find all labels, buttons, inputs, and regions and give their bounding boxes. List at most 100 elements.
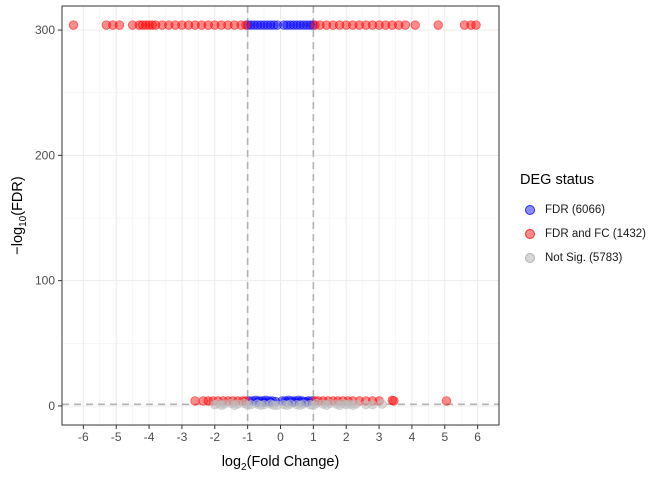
point-fdr-and-fc [170, 20, 181, 30]
point-fdr-and-fc [134, 20, 144, 30]
point-fdr-and-fc [367, 20, 378, 30]
point-fdr-and-fc [114, 20, 125, 30]
point-fdr-and-fc [210, 20, 220, 30]
point-fdr-and-fc [321, 20, 332, 30]
x-tick-label: 2 [343, 430, 350, 444]
point-fdr-and-fc [315, 20, 325, 30]
y-axis-title-subscript: 10 [18, 215, 29, 227]
x-tick-label: 3 [376, 430, 383, 444]
point-fdr-and-fc [196, 20, 207, 30]
x-tick-label: 4 [409, 430, 416, 444]
point-fdr-and-fc [164, 20, 174, 30]
y-axis-ticks: 0 100 200 300 [35, 23, 62, 413]
x-tick-label: -4 [144, 430, 155, 444]
legend-key-fdr [525, 205, 535, 215]
x-axis-title-subscript: 2 [241, 462, 247, 473]
y-tick-label: 0 [48, 399, 55, 413]
point-fdr [265, 20, 276, 30]
point-fdr-and-fc [147, 20, 158, 30]
grid-layer [62, 6, 499, 425]
x-tick-label: -3 [177, 430, 188, 444]
point-fdr-and-fc [334, 20, 345, 30]
y-tick-label: 100 [35, 274, 55, 288]
legend: DEG status FDR (6066) FDR and FC (1432) … [520, 172, 670, 270]
legend-label-fdr-and-fc: FDR and FC (1432) [545, 228, 646, 240]
point-fdr-and-fc [177, 20, 187, 30]
point-fdr-and-fc [380, 20, 391, 30]
point-fdr-and-fc [387, 20, 397, 30]
x-tick-label: 6 [474, 430, 481, 444]
point-fdr-and-fc [223, 20, 233, 30]
y-axis-title: −log10(FDR) [10, 176, 29, 254]
point-not-sig [367, 400, 378, 410]
x-axis-title-rest: (Fold Change) [247, 454, 340, 470]
point-fdr-and-fc [190, 396, 200, 406]
point-fdr-and-fc [459, 20, 470, 30]
point-fdr [256, 20, 266, 30]
point-fdr [279, 20, 289, 30]
x-tick-label: -5 [111, 430, 122, 444]
legend-key-not-sig [525, 253, 535, 263]
point-fdr-and-fc [394, 20, 404, 30]
point-fdr [269, 20, 279, 30]
point-fdr-and-fc [190, 20, 200, 30]
point-not-sig [229, 400, 240, 411]
point-fdr-and-fc [241, 20, 251, 30]
y-axis-title-rest: (FDR) [10, 176, 26, 215]
point-fdr-and-fc [471, 20, 481, 30]
legend-label-not-sig: Not Sig. (5783) [545, 252, 623, 264]
point-not-sig [256, 400, 266, 411]
point-not-sig [295, 400, 305, 411]
x-tick-label: -2 [209, 430, 220, 444]
point-fdr-and-fc [389, 396, 399, 406]
point-fdr-and-fc [101, 20, 112, 30]
point-fdr-and-fc [216, 20, 227, 30]
point-not-sig [377, 399, 388, 409]
point-fdr-and-fc [141, 20, 151, 30]
point-fdr-and-fc [374, 20, 384, 30]
points-layer [68, 20, 481, 411]
point-fdr-and-fc [183, 20, 194, 30]
point-fdr-and-fc [236, 20, 246, 30]
point-fdr [295, 20, 305, 30]
point-fdr-and-fc [150, 20, 161, 30]
point-fdr-and-fc [341, 20, 351, 30]
point-fdr-and-fc [144, 20, 154, 30]
point-fdr-and-fc [310, 20, 320, 30]
point-not-sig [210, 400, 220, 410]
legend-item-fdr: FDR (6066) [520, 198, 670, 222]
point-not-sig [242, 400, 253, 411]
x-axis-title: log2(Fold Change) [222, 454, 340, 473]
point-fdr [298, 20, 309, 30]
point-fdr-and-fc [466, 20, 476, 30]
y-tick-label: 300 [35, 23, 55, 37]
point-fdr-and-fc [68, 20, 79, 30]
point-fdr-and-fc [354, 20, 365, 30]
point-not-sig [282, 400, 292, 411]
x-tick-label: 1 [310, 430, 317, 444]
point-fdr-and-fc [108, 20, 118, 30]
x-axis-ticks: -6 -5 -4 -3 -2 -1 0 1 2 3 4 5 6 [78, 425, 481, 444]
point-fdr-and-fc [361, 20, 371, 30]
point-not-sig [341, 400, 351, 410]
point-fdr-and-fc [203, 20, 213, 30]
legend-item-not-sig: Not Sig. (5783) [520, 246, 670, 270]
x-tick-label: 0 [277, 430, 284, 444]
legend-item-fdr-and-fc: FDR and FC (1432) [520, 222, 670, 246]
point-fdr-and-fc [328, 20, 338, 30]
point-fdr-and-fc [348, 20, 358, 30]
legend-title: DEG status [520, 172, 595, 188]
point-fdr [252, 20, 263, 30]
y-tick-label: 200 [35, 148, 55, 162]
x-tick-label: -6 [78, 430, 89, 444]
point-fdr-and-fc [137, 20, 148, 30]
point-fdr [305, 20, 315, 30]
point-not-sig [308, 400, 319, 411]
x-tick-label: -1 [242, 430, 253, 444]
point-not-sig [321, 400, 332, 411]
point-fdr-and-fc [441, 396, 452, 406]
y-axis-title-main: −log [10, 227, 26, 255]
point-fdr-and-fc [157, 20, 167, 30]
point-fdr-and-fc [229, 20, 240, 30]
